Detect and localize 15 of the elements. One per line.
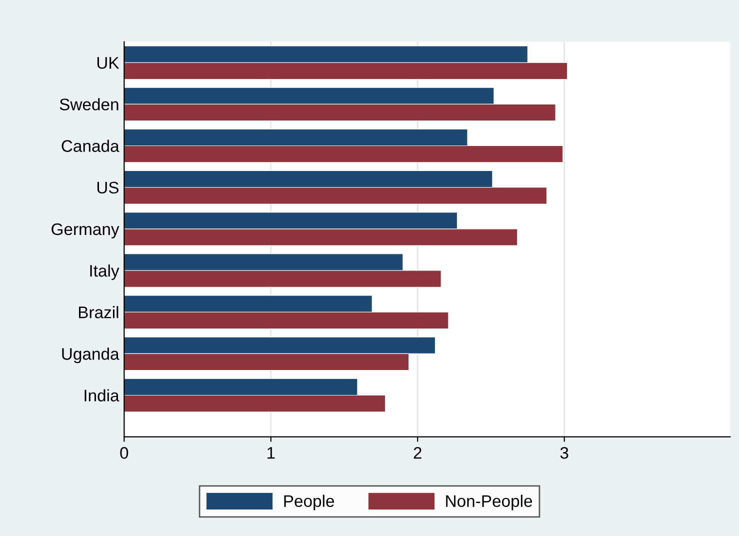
legend-label: People — [284, 494, 334, 510]
x-tick-label: 3 — [560, 447, 568, 459]
y-tick-label: Canada — [62, 140, 120, 152]
legend-label: Non-People — [446, 494, 532, 510]
y-tick-label: Germany — [52, 223, 120, 238]
y-tick-label: UK — [97, 57, 120, 69]
y-tick-label: Italy — [90, 264, 120, 280]
y-tick-label: Sweden — [60, 98, 118, 110]
x-tick-label: 1 — [268, 447, 275, 459]
x-tick-label: 0 — [120, 447, 128, 459]
x-tick-label: 2 — [414, 447, 422, 459]
y-tick-label: Uganda — [62, 348, 120, 364]
y-tick-label: India — [84, 389, 120, 402]
y-tick-label: US — [97, 182, 119, 194]
y-tick-label: Brazil — [78, 306, 118, 318]
